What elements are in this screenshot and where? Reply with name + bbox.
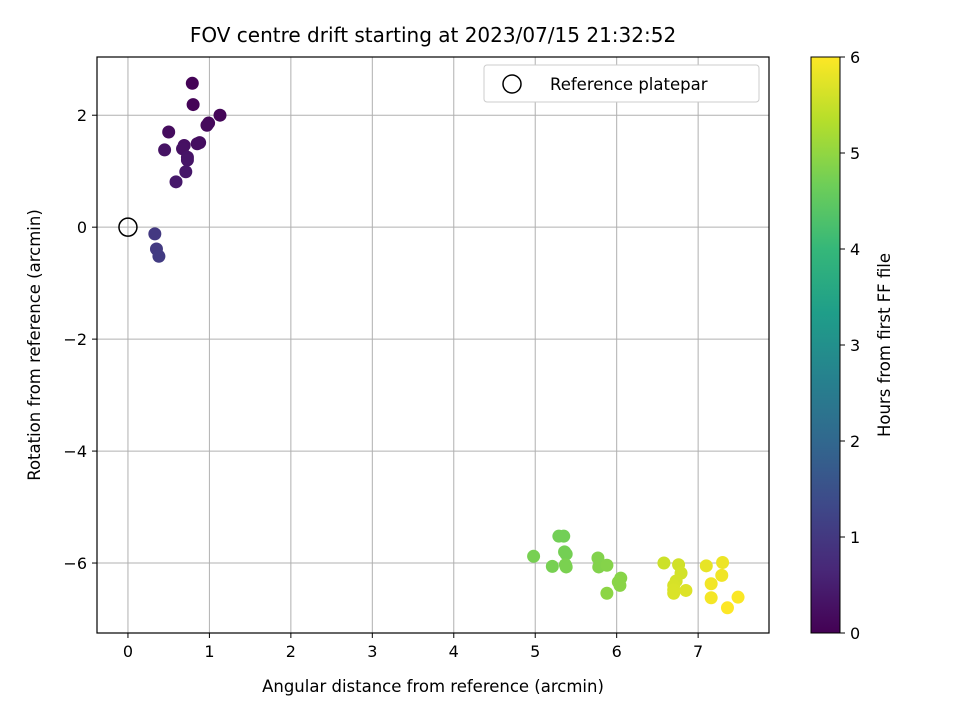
data-points xyxy=(148,76,745,615)
legend-reference-marker xyxy=(502,74,522,94)
colorbar-label: Hours from first FF file xyxy=(875,253,894,437)
data-point xyxy=(657,556,671,570)
colorbar-tick-label: 2 xyxy=(850,432,860,451)
x-tick-label: 4 xyxy=(449,642,459,661)
data-point xyxy=(213,108,227,122)
colorbar-ticks: 0 1 2 3 4 5 6 xyxy=(840,48,860,643)
data-point xyxy=(679,583,693,597)
data-point xyxy=(557,529,571,543)
data-point xyxy=(613,578,627,592)
reference-platepar-marker xyxy=(118,217,138,237)
y-axis-ticks: 2 0 −2 −4 −6 xyxy=(63,106,97,573)
x-tick-label: 0 xyxy=(123,642,133,661)
y-tick-label: −2 xyxy=(63,330,87,349)
colorbar-tick-label: 1 xyxy=(850,528,860,547)
colorbar-tick-label: 6 xyxy=(850,48,860,67)
colorbar xyxy=(810,56,841,634)
legend: Reference platepar xyxy=(483,64,760,103)
data-point xyxy=(148,227,162,241)
colorbar-tick-label: 5 xyxy=(850,144,860,163)
data-point xyxy=(180,153,194,167)
grid xyxy=(97,57,769,633)
data-point xyxy=(186,98,200,112)
data-point xyxy=(699,559,713,573)
x-tick-label: 1 xyxy=(204,642,214,661)
legend-box xyxy=(483,64,760,103)
data-point xyxy=(704,577,718,591)
colorbar-tick-label: 3 xyxy=(850,336,860,355)
data-point xyxy=(720,601,734,615)
data-point xyxy=(715,568,729,582)
data-point xyxy=(152,249,166,263)
data-point xyxy=(527,549,541,563)
x-tick-label: 7 xyxy=(693,642,703,661)
x-tick-label: 6 xyxy=(612,642,622,661)
x-tick-label: 5 xyxy=(530,642,540,661)
data-point xyxy=(667,586,681,600)
plot-frame xyxy=(96,56,770,634)
colorbar-tick-label: 0 xyxy=(850,624,860,643)
data-point xyxy=(545,559,559,573)
data-point xyxy=(704,591,718,605)
y-tick-label: −6 xyxy=(63,554,87,573)
data-point xyxy=(158,143,172,157)
data-point xyxy=(179,165,193,179)
data-point xyxy=(200,118,214,132)
data-point xyxy=(162,125,176,139)
x-tick-label: 3 xyxy=(367,642,377,661)
y-tick-label: 2 xyxy=(77,106,87,125)
data-point xyxy=(185,76,199,90)
data-point xyxy=(731,590,745,604)
y-tick-label: 0 xyxy=(77,218,87,237)
data-point xyxy=(600,558,614,572)
data-point xyxy=(169,175,183,189)
data-point xyxy=(600,586,614,600)
data-point xyxy=(559,560,573,574)
x-tick-label: 2 xyxy=(286,642,296,661)
data-point xyxy=(190,137,204,151)
x-axis-label: Angular distance from reference (arcmin) xyxy=(262,677,604,696)
data-point xyxy=(716,555,730,569)
legend-entry-label: Reference platepar xyxy=(550,75,708,94)
y-tick-label: −4 xyxy=(63,442,87,461)
chart-title: FOV centre drift starting at 2023/07/15 … xyxy=(190,23,676,47)
y-axis-label: Rotation from reference (arcmin) xyxy=(25,209,44,481)
colorbar-tick-label: 4 xyxy=(850,240,860,259)
data-point xyxy=(559,547,573,561)
x-axis-ticks: 0 1 2 3 4 5 6 7 xyxy=(123,633,703,661)
